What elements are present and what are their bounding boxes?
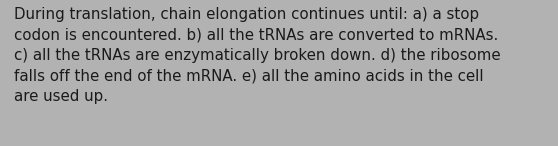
Text: During translation, chain elongation continues until: a) a stop
codon is encount: During translation, chain elongation con… xyxy=(14,7,501,104)
